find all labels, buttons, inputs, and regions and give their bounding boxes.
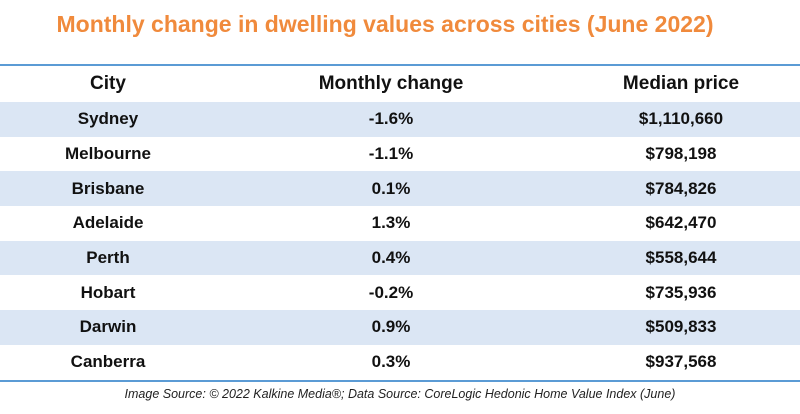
cell-median-price: $1,110,660 (638, 109, 724, 129)
cell-monthly-change: 0.9% (371, 317, 411, 337)
table-row: Adelaide 1.3% $642,470 (0, 206, 800, 241)
table-row: Canberra 0.3% $937,568 (0, 345, 800, 380)
cell-city: Brisbane (71, 178, 145, 198)
cell-median-price: $735,936 (645, 282, 717, 302)
cell-city: Canberra (70, 352, 146, 372)
cell-median-price: $642,470 (645, 213, 717, 233)
table-row: Darwin 0.9% $509,833 (0, 310, 800, 345)
cell-monthly-change: 1.3% (371, 213, 411, 233)
cell-monthly-change: -0.2% (368, 282, 414, 302)
cell-city: Melbourne (65, 144, 151, 164)
cell-median-price: $784,826 (645, 178, 717, 198)
cell-median-price: $937,568 (645, 352, 717, 372)
cell-city: Adelaide (72, 213, 144, 233)
table-row: Brisbane 0.1% $784,826 (0, 171, 800, 207)
cell-monthly-change: -1.1% (368, 144, 414, 164)
data-table: City Monthly change Median price Sydney -… (0, 64, 800, 382)
table-top-rule (0, 64, 800, 66)
cell-monthly-change: -1.6% (368, 109, 414, 129)
cell-city: Hobart (80, 282, 136, 302)
cell-city: Sydney (77, 109, 139, 129)
cell-city: Darwin (79, 317, 137, 337)
table-row: Perth 0.4% $558,644 (0, 240, 800, 276)
header-median-price: Median price (622, 73, 740, 94)
cell-monthly-change: 0.4% (371, 248, 411, 268)
table-row: Hobart -0.2% $735,936 (0, 275, 800, 310)
header-monthly-change: Monthly change (318, 73, 464, 94)
cell-monthly-change: 0.1% (371, 178, 411, 198)
source-note: Image Source: © 2022 Kalkine Media®; Dat… (124, 387, 676, 401)
table-row: Melbourne -1.1% $798,198 (0, 137, 800, 172)
cell-monthly-change: 0.3% (371, 352, 411, 372)
table-body: Sydney -1.6% $1,110,660 Melbourne -1.1% $798,… (0, 102, 800, 380)
chart-title: Monthly change in dwelling values across… (56, 11, 714, 37)
cell-city: Perth (86, 248, 130, 268)
table-bottom-rule (0, 379, 800, 382)
cell-median-price: $509,833 (645, 317, 717, 337)
cell-median-price: $798,198 (645, 144, 717, 164)
header-city: City (90, 73, 126, 94)
table-row: Sydney -1.6% $1,110,660 (0, 102, 800, 137)
cell-median-price: $558,644 (645, 248, 717, 268)
table-header-row: City Monthly change Median price (0, 66, 800, 102)
